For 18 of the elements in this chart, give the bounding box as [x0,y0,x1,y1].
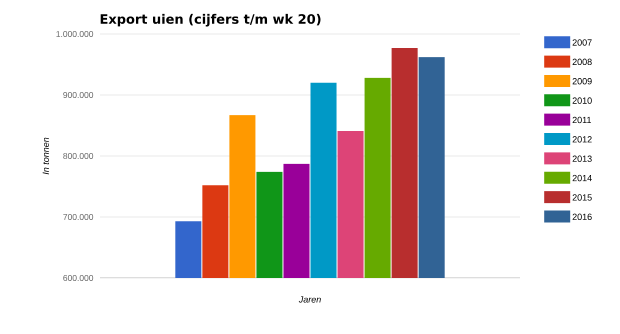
legend-label: 2008 [572,58,592,66]
y-tick-label: 600.000 [63,275,94,281]
legend-label: 2009 [572,78,592,84]
legend-label: 2015 [572,194,592,201]
legend-label: 2010 [572,97,592,104]
legend-label: 2007 [572,39,592,46]
y-axis-title: In tonnen [42,138,49,174]
legend-label: 2014 [572,174,592,182]
y-tick-label: 900.000 [63,92,94,98]
legend-label: 2012 [572,136,592,143]
legend-label: 2013 [572,156,592,162]
legend-label: 2011 [572,116,592,124]
chart-title: Export uien (cijfers t/m wk 20) [100,14,320,27]
y-tick-label: 700.000 [63,214,94,220]
y-tick-label: 800.000 [63,153,94,159]
y-tick-label: 1.000.000 [56,31,94,37]
x-axis-title: Jaren [298,296,321,303]
legend-label: 2016 [572,214,592,220]
